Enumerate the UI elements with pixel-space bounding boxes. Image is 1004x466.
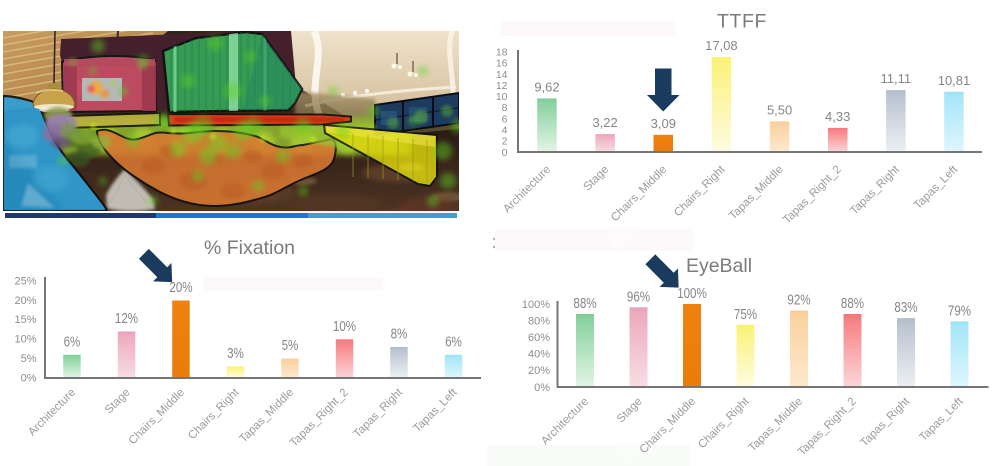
svg-text:0%: 0% bbox=[534, 382, 550, 394]
svg-text:20%: 20% bbox=[14, 295, 36, 307]
svg-text:4,33: 4,33 bbox=[825, 109, 850, 124]
svg-text:88%: 88% bbox=[573, 296, 596, 312]
svg-text:75%: 75% bbox=[734, 307, 757, 323]
svg-text:20%: 20% bbox=[528, 365, 550, 377]
svg-text:14: 14 bbox=[496, 69, 508, 81]
svg-text:10%: 10% bbox=[14, 334, 36, 346]
svg-text:5,50: 5,50 bbox=[767, 102, 792, 117]
svg-text:3,09: 3,09 bbox=[651, 116, 676, 131]
svg-text:18: 18 bbox=[496, 47, 508, 59]
svg-text:88%: 88% bbox=[841, 296, 864, 312]
svg-text:4: 4 bbox=[502, 125, 508, 137]
svg-text:0: 0 bbox=[502, 147, 508, 159]
svg-text:TTFF: TTFF bbox=[717, 11, 767, 33]
svg-text:5%: 5% bbox=[21, 353, 37, 365]
svg-text:40%: 40% bbox=[528, 349, 550, 361]
svg-text:0%: 0% bbox=[21, 372, 37, 384]
svg-text:83%: 83% bbox=[894, 300, 917, 316]
svg-text:10,81: 10,81 bbox=[938, 73, 971, 88]
svg-text:11,11: 11,11 bbox=[880, 71, 911, 86]
svg-text:8: 8 bbox=[502, 102, 508, 114]
svg-text:16: 16 bbox=[496, 58, 508, 70]
svg-text:100%: 100% bbox=[677, 286, 707, 302]
svg-text:3%: 3% bbox=[227, 346, 244, 362]
svg-text:79%: 79% bbox=[948, 303, 971, 319]
svg-text:2: 2 bbox=[502, 136, 508, 148]
svg-text:96%: 96% bbox=[627, 289, 650, 305]
svg-text:10: 10 bbox=[496, 91, 508, 103]
svg-text:80%: 80% bbox=[528, 315, 550, 327]
svg-text:12: 12 bbox=[496, 80, 508, 92]
svg-text:60%: 60% bbox=[528, 332, 550, 344]
svg-text:EyeBall: EyeBall bbox=[686, 255, 752, 277]
svg-text:9,62: 9,62 bbox=[534, 79, 559, 94]
svg-text:8%: 8% bbox=[391, 327, 408, 343]
svg-text:3,22: 3,22 bbox=[592, 115, 617, 130]
svg-text:20%: 20% bbox=[169, 280, 192, 296]
svg-text:12%: 12% bbox=[115, 311, 138, 327]
svg-text:5%: 5% bbox=[282, 338, 299, 354]
svg-text:6: 6 bbox=[502, 113, 508, 125]
svg-text:92%: 92% bbox=[787, 293, 810, 309]
svg-text:6%: 6% bbox=[64, 334, 81, 350]
svg-text:100%: 100% bbox=[522, 299, 550, 311]
svg-text:6%: 6% bbox=[445, 334, 462, 350]
svg-text:15%: 15% bbox=[14, 314, 36, 326]
svg-text:25%: 25% bbox=[14, 276, 36, 288]
svg-text:% Fixation: % Fixation bbox=[204, 237, 295, 259]
svg-text:17,08: 17,08 bbox=[705, 38, 738, 53]
svg-text:10%: 10% bbox=[333, 319, 356, 335]
